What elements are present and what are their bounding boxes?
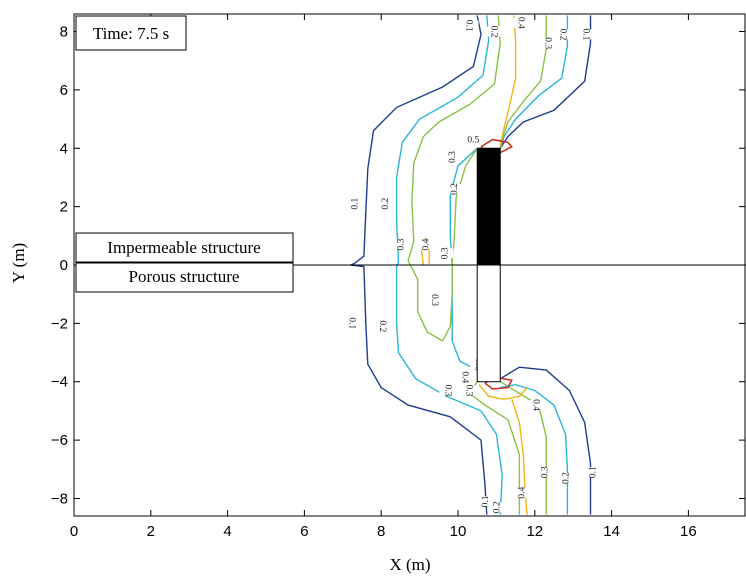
contour-label: 0.1 bbox=[464, 20, 474, 32]
contour-label: 0.2 bbox=[562, 472, 572, 484]
contour-label: 0.2 bbox=[492, 501, 502, 513]
contour-line-0-1 bbox=[350, 15, 488, 515]
contour-label-bg bbox=[512, 17, 531, 28]
contour-label: 0.5 bbox=[467, 136, 479, 146]
contour-label: 0.3 bbox=[540, 466, 550, 478]
contour-label: 0.4 bbox=[515, 17, 525, 29]
contour-line-0-4 bbox=[499, 15, 517, 146]
contour-label: 0.2 bbox=[558, 28, 568, 40]
contour-label-bg bbox=[583, 467, 602, 478]
contour-label-bg bbox=[374, 321, 393, 332]
time-label: Time: 7.5 s bbox=[93, 24, 169, 43]
y-tick-label: −2 bbox=[51, 315, 68, 332]
contour-label-bg bbox=[527, 400, 546, 411]
contour-line-0-3 bbox=[407, 15, 501, 342]
contour-label: 0.2 bbox=[450, 183, 460, 195]
porous-label-box: Porous structure bbox=[75, 262, 294, 293]
contour-line-0-1 bbox=[499, 15, 592, 149]
x-tick-label: 6 bbox=[300, 523, 308, 540]
porous-structure-label: Porous structure bbox=[129, 267, 240, 286]
contour-label-bg bbox=[435, 248, 454, 259]
contour-label: 0.1 bbox=[481, 495, 491, 507]
contour-label-bg bbox=[345, 198, 364, 209]
y-tick-label: 6 bbox=[60, 82, 68, 99]
y-tick-label: 8 bbox=[60, 24, 68, 41]
contour-label-bg bbox=[425, 295, 444, 306]
x-tick-label: 10 bbox=[450, 523, 467, 540]
contour-label-bg bbox=[539, 38, 558, 49]
contour-line-0-2 bbox=[499, 15, 569, 149]
contour-label-bg bbox=[376, 198, 395, 209]
impermeable-structure-label: Impermeable structure bbox=[107, 238, 260, 257]
contour-lines bbox=[350, 15, 592, 515]
contour-label-bg bbox=[535, 467, 554, 478]
x-tick-label: 8 bbox=[377, 523, 385, 540]
contour-label-bg bbox=[445, 184, 464, 195]
impermeable-structure-block bbox=[476, 147, 501, 266]
contour-label: 0.3 bbox=[542, 37, 552, 49]
contour-label-bg bbox=[485, 26, 504, 37]
x-tick-label: 16 bbox=[680, 523, 697, 540]
contour-label: 0.2 bbox=[381, 198, 391, 210]
contour-line-0-3 bbox=[499, 15, 547, 149]
contour-label-bg bbox=[443, 152, 462, 163]
contour-label-bg bbox=[554, 29, 573, 40]
contour-label-bg bbox=[416, 239, 435, 250]
contour-line-0-2 bbox=[395, 15, 503, 515]
contour-label: 0.3 bbox=[448, 151, 458, 163]
contour-label: 0.3 bbox=[442, 385, 452, 397]
x-tick-label: 2 bbox=[147, 523, 155, 540]
contour-label: 0.1 bbox=[350, 198, 360, 210]
contour-label-bg bbox=[343, 318, 362, 329]
x-tick-label: 0 bbox=[70, 523, 78, 540]
impermeable-label-box: Impermeable structure bbox=[75, 232, 294, 263]
contour-label: 0.4 bbox=[531, 399, 541, 411]
contour-label: 0.3 bbox=[429, 294, 439, 306]
contour-label: 0.1 bbox=[581, 28, 591, 40]
contour-label: 0.3 bbox=[396, 238, 406, 250]
y-tick-label: −4 bbox=[51, 374, 68, 391]
contour-label: 0.3 bbox=[464, 385, 474, 397]
contour-label-bg bbox=[577, 29, 596, 40]
contour-label: 0.2 bbox=[488, 26, 498, 38]
y-tick-label: −6 bbox=[51, 432, 68, 449]
y-tick-label: 0 bbox=[60, 257, 68, 274]
contour-line-0-2 bbox=[500, 383, 569, 515]
y-tick-label: 2 bbox=[60, 199, 68, 216]
contour-label-bg bbox=[512, 487, 531, 498]
contour-line-0-2 bbox=[449, 147, 478, 371]
contour-label-bg bbox=[456, 372, 475, 383]
contour-label-bg bbox=[439, 385, 458, 396]
x-tick-label: 12 bbox=[526, 523, 543, 540]
contour-label-bg bbox=[468, 130, 479, 149]
y-tick-label: 4 bbox=[60, 140, 68, 157]
axis-ticks: 0 2 4 6 8 10 12 14 16 −8 −6 −4 −2 0 2 4 6 8 bbox=[51, 14, 745, 540]
contour-label: 0.4 bbox=[517, 486, 527, 498]
contour-label-bg bbox=[556, 473, 575, 484]
x-tick-label: 14 bbox=[603, 523, 620, 540]
x-axis-label: X (m) bbox=[389, 555, 430, 574]
contour-line-0-4 bbox=[420, 236, 430, 266]
y-axis-label: Y (m) bbox=[9, 243, 28, 283]
contour-label: 0.1 bbox=[346, 317, 356, 329]
y-tick-label: −8 bbox=[51, 490, 68, 507]
contour-line-0-3 bbox=[499, 381, 547, 515]
contour-label-bg bbox=[460, 20, 479, 31]
contour-label: 0.1 bbox=[588, 466, 598, 478]
contour-label: 0.2 bbox=[377, 320, 387, 332]
contour-line-0-1 bbox=[499, 366, 592, 515]
time-box: Time: 7.5 s bbox=[75, 15, 187, 51]
contour-label-bg bbox=[391, 239, 410, 250]
contour-label: 0.4 bbox=[460, 371, 470, 383]
contour-label-bg bbox=[460, 385, 479, 396]
contour-label-bg bbox=[487, 502, 506, 513]
contour-line-0-4 bbox=[511, 399, 528, 515]
porous-structure-block bbox=[476, 264, 501, 383]
contour-label: 0.4 bbox=[421, 238, 431, 250]
contour-line-0-4 bbox=[478, 384, 528, 401]
contour-label: 0.3 bbox=[441, 247, 451, 259]
x-tick-label: 4 bbox=[223, 523, 231, 540]
